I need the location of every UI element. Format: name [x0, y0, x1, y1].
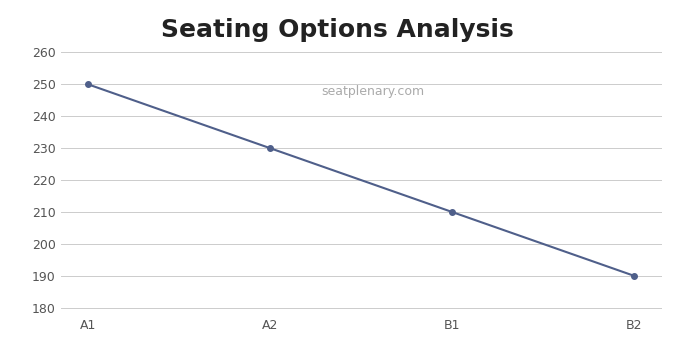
Text: seatplenary.com: seatplenary.com [321, 85, 425, 98]
Text: Seating Options Analysis: Seating Options Analysis [161, 18, 514, 42]
